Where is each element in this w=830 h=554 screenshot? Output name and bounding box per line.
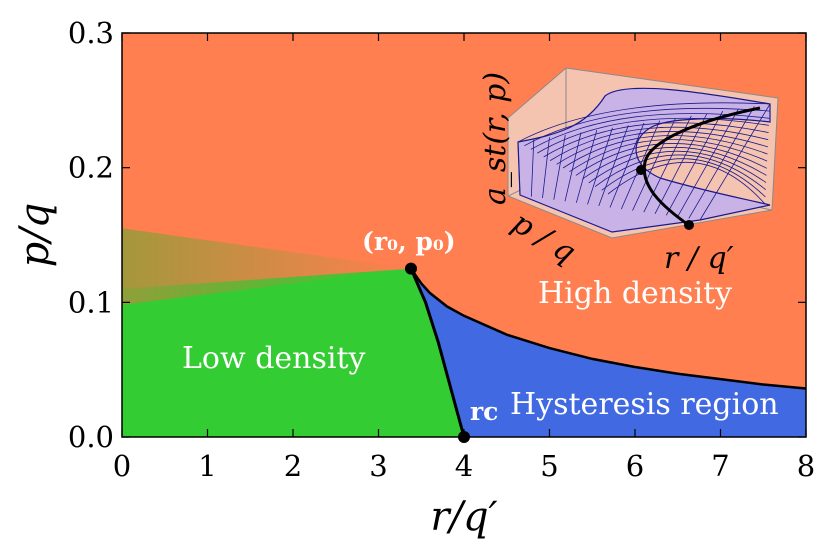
region-hysteresis: [411, 268, 806, 437]
inset-mesh-line: [564, 132, 582, 202]
inset-mesh-line: [654, 113, 708, 214]
y-ticks: 0.0 0.1 0.2 0.3: [68, 16, 806, 454]
inset-mesh-line: [699, 103, 771, 221]
label-low-density: Low density: [182, 341, 366, 376]
inset-x-label: r / q′: [664, 241, 734, 276]
inset-mesh-line: [517, 102, 771, 143]
inset-mesh-line: [587, 127, 613, 205]
inset-mesh-line: [549, 126, 769, 161]
inset-mesh-line: [607, 162, 766, 205]
boundary-hysteresis-high: [409, 267, 807, 390]
inset-mesh-line: [556, 131, 769, 165]
region-low-density: [122, 268, 464, 437]
inset-mesh-line: [598, 125, 629, 207]
inset-mesh-line: [537, 117, 769, 154]
x-axis-title: r/q′: [430, 494, 497, 540]
boundary-low-hysteresis: [409, 268, 466, 438]
inset-mesh-line: [530, 139, 535, 197]
inset-point-lower: [684, 220, 694, 230]
label-hysteresis: Hysteresis region: [510, 387, 779, 422]
label-r0-p0: (r₀, p₀): [362, 227, 456, 256]
inset-mesh-line: [677, 108, 739, 218]
inset-mesh-line: [688, 106, 755, 219]
inset-mesh-line: [553, 134, 566, 200]
inset-mesh-line: [517, 141, 521, 196]
inset-mesh-line: [575, 143, 767, 176]
inset-mesh-line: [609, 122, 645, 208]
inset-mesh-line: [582, 146, 767, 180]
inset-mesh-line: [620, 120, 661, 210]
y-tick-label: 0.2: [68, 151, 114, 185]
inset-surface-curve: [642, 106, 761, 228]
x-ticks: 0 1 2 3 4 5 6 7 8: [113, 33, 815, 483]
inset-mesh-line: [569, 139, 768, 173]
y-axis-title: p/q: [12, 203, 58, 268]
x-tick-label: 1: [198, 449, 216, 483]
x-tick-label: 5: [540, 449, 558, 483]
inset-point-upper: [636, 165, 646, 175]
y-tick-label: 0.3: [68, 16, 114, 50]
x-tick-label: 7: [711, 449, 729, 483]
inset-z-label: a_st(r, p): [478, 72, 513, 205]
inset-mesh-line: [665, 110, 724, 216]
inset-mesh-line: [542, 137, 550, 199]
inset-mesh-line: [562, 135, 768, 169]
point-r0-p0: [404, 262, 417, 275]
x-tick-label: 8: [797, 449, 815, 483]
inset-mesh-line: [632, 118, 676, 211]
x-tick-label: 0: [113, 449, 131, 483]
x-tick-label: 3: [369, 449, 387, 483]
label-rc: rc: [470, 397, 498, 426]
x-tick-label: 2: [284, 449, 302, 483]
y-tick-label: 0.1: [68, 285, 114, 319]
inset-surface-plot: a_st(r, p) p / q r / q′: [478, 67, 779, 276]
label-high-density: High density: [538, 276, 732, 311]
region-labels: High density Low density Hysteresis regi…: [182, 227, 779, 426]
x-tick-label: 4: [455, 449, 473, 483]
y-tick-label: 0.0: [68, 420, 114, 454]
coexistence-fade-wedge: [122, 228, 411, 306]
x-tick-label: 6: [626, 449, 644, 483]
inset-surface-mesh: [517, 102, 771, 221]
inset-mesh-line: [524, 107, 770, 147]
inset-mesh-line: [575, 129, 598, 203]
inset-mesh-line: [588, 150, 767, 184]
axes: 0 1 2 3 4 5 6 7 8 0.0 0.1 0.2 0.3 r/q′ p/q: [12, 16, 815, 540]
inset-mesh-line: [594, 154, 766, 191]
